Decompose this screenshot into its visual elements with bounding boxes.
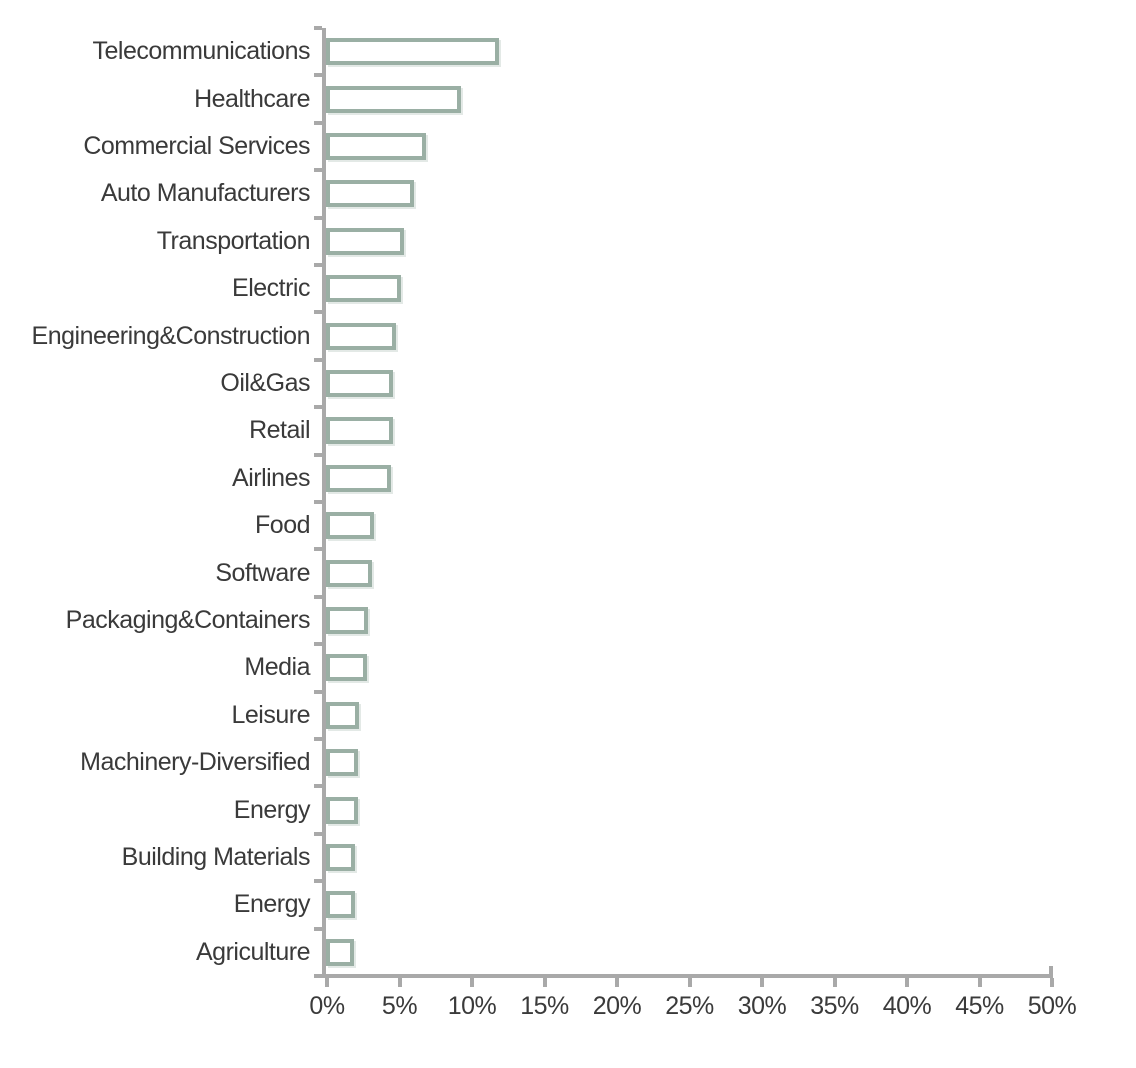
x-axis-tick-label: 15% bbox=[520, 992, 569, 1020]
y-axis-tick bbox=[314, 168, 322, 173]
x-axis-tick-label: 0% bbox=[309, 992, 345, 1020]
category-label: Electric bbox=[232, 274, 310, 303]
bar bbox=[326, 322, 396, 350]
category-label: Media bbox=[244, 653, 310, 682]
category-label: Healthcare bbox=[194, 84, 310, 113]
bar bbox=[326, 512, 374, 540]
bar bbox=[326, 938, 354, 966]
x-axis-tick bbox=[1050, 978, 1054, 987]
bar bbox=[326, 701, 359, 729]
bar bbox=[326, 654, 367, 682]
y-axis-tick bbox=[314, 357, 322, 362]
bar bbox=[326, 749, 358, 777]
y-axis-tick bbox=[314, 547, 322, 552]
bar bbox=[326, 559, 372, 587]
x-axis-tick bbox=[615, 978, 619, 987]
y-axis-tick bbox=[314, 500, 322, 504]
y-axis-tick bbox=[314, 263, 322, 267]
y-axis-tick bbox=[314, 310, 322, 315]
y-axis-tick bbox=[314, 452, 322, 457]
y-axis-tick bbox=[314, 831, 322, 836]
y-axis-tick bbox=[314, 974, 322, 978]
x-axis-tick bbox=[832, 978, 837, 987]
x-axis-tick bbox=[760, 978, 764, 987]
category-label: Machinery-Diversified bbox=[80, 748, 310, 777]
x-axis-tick-label: 20% bbox=[592, 992, 642, 1020]
y-axis-tick bbox=[314, 594, 322, 599]
category-label: Leisure bbox=[231, 700, 311, 729]
x-axis-tick bbox=[397, 978, 402, 987]
category-label: Oil&Gas bbox=[220, 368, 310, 397]
x-axis-tick bbox=[542, 978, 547, 987]
bar bbox=[326, 844, 355, 871]
bar bbox=[326, 891, 355, 919]
category-label: Energy bbox=[233, 890, 311, 919]
category-label: Building Materials bbox=[121, 842, 311, 871]
category-label: Commercial Services bbox=[83, 131, 310, 160]
category-label: Airlines bbox=[232, 463, 310, 492]
y-axis-tick bbox=[314, 689, 322, 694]
x-axis-tick bbox=[325, 978, 329, 987]
category-label: Retail bbox=[249, 416, 310, 445]
category-label: Software bbox=[215, 558, 310, 587]
x-axis-tick-label: 35% bbox=[810, 992, 859, 1020]
x-axis-end-cap bbox=[1049, 966, 1053, 975]
y-axis-tick bbox=[314, 120, 322, 125]
y-axis-tick bbox=[314, 737, 322, 741]
bar bbox=[326, 370, 393, 397]
category-label: Agriculture bbox=[196, 937, 311, 966]
y-axis-tick bbox=[314, 784, 322, 789]
bar bbox=[326, 85, 461, 113]
category-label: Packaging&Containers bbox=[65, 605, 311, 634]
x-axis-tick-label: 25% bbox=[665, 992, 714, 1020]
x-axis-tick-label: 5% bbox=[381, 992, 418, 1020]
category-label: Engineering&Construction bbox=[31, 321, 311, 350]
y-axis-line bbox=[322, 28, 326, 978]
y-axis-tick bbox=[314, 642, 322, 647]
bar bbox=[326, 180, 414, 208]
y-axis-tick bbox=[314, 879, 322, 884]
x-axis-tick-label: 40% bbox=[882, 992, 932, 1020]
x-axis-tick-label: 50% bbox=[1027, 992, 1077, 1020]
category-label: Transportation bbox=[156, 226, 311, 255]
x-axis-tick bbox=[687, 978, 692, 987]
x-axis-tick-label: 45% bbox=[955, 992, 1004, 1020]
x-axis-tick bbox=[977, 978, 982, 987]
bar bbox=[326, 464, 391, 492]
y-axis-tick bbox=[314, 73, 322, 78]
bar bbox=[326, 38, 499, 66]
y-axis-tick bbox=[314, 926, 322, 931]
x-axis-tick-label: 10% bbox=[447, 992, 497, 1020]
y-axis-tick bbox=[314, 405, 322, 410]
x-axis-tick bbox=[905, 978, 909, 987]
bar bbox=[326, 275, 401, 303]
x-axis-tick-label: 30% bbox=[737, 992, 787, 1020]
bar bbox=[326, 796, 358, 824]
x-axis-tick bbox=[470, 978, 474, 987]
y-axis-tick bbox=[314, 26, 322, 30]
x-axis-line bbox=[315, 974, 1053, 978]
bar bbox=[326, 227, 404, 255]
category-label: Auto Manufacturers bbox=[100, 179, 311, 208]
bar bbox=[326, 417, 393, 445]
category-label: Telecommunications bbox=[92, 37, 311, 66]
category-label: Food bbox=[255, 511, 310, 540]
bar bbox=[326, 607, 368, 634]
y-axis-tick bbox=[314, 215, 322, 220]
bar bbox=[326, 133, 426, 160]
category-label: Energy bbox=[233, 795, 311, 824]
